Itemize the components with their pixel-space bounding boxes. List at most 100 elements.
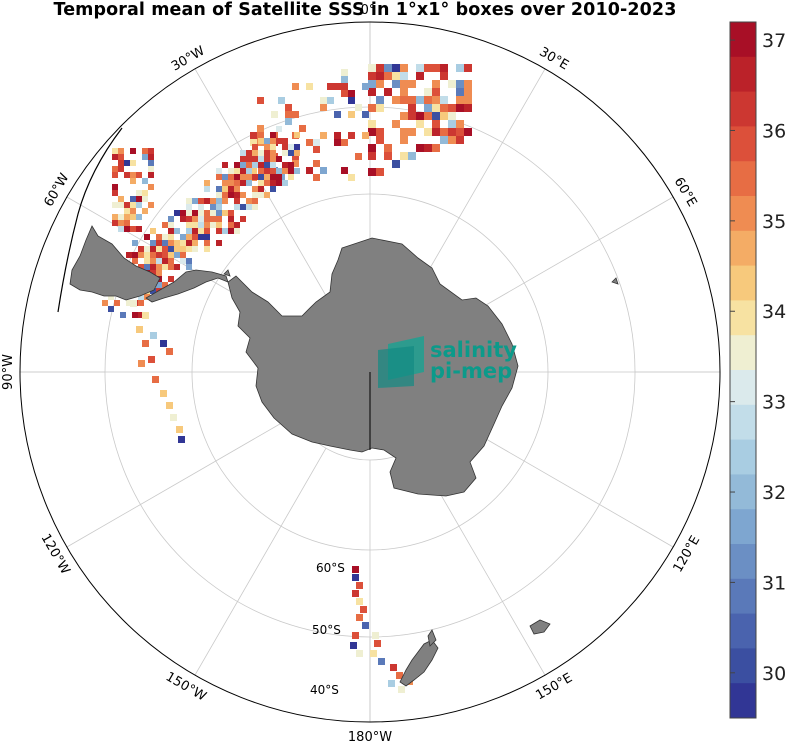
sss-cell (156, 282, 162, 288)
sss-cell (138, 252, 144, 258)
sss-cell (252, 186, 258, 192)
sss-cell (258, 162, 264, 168)
sss-cell (192, 216, 198, 222)
sss-cell (118, 226, 124, 232)
logo-text-line2: pi-mep (430, 359, 512, 383)
colorbar-segment (730, 613, 756, 649)
sss-cell (368, 80, 376, 88)
antarctica (227, 237, 519, 497)
sss-cell (384, 144, 392, 152)
sss-cell (432, 88, 440, 96)
sss-cell (424, 112, 432, 120)
sss-cell (204, 180, 210, 186)
sss-cell (392, 160, 400, 168)
sss-cell (456, 136, 464, 144)
sss-cell (168, 234, 174, 240)
colorbar-segment (730, 230, 756, 267)
sss-cell (198, 204, 204, 210)
sss-cell (334, 111, 341, 118)
sss-cell (360, 606, 367, 613)
sss-cell (168, 240, 174, 246)
sss-cell (288, 168, 294, 174)
sss-cell (192, 228, 198, 234)
sss-cell (440, 136, 448, 144)
sss-cell (174, 264, 180, 270)
sss-cell (348, 174, 355, 181)
sss-cell (126, 300, 132, 306)
sss-cell (250, 132, 257, 139)
sss-cell (162, 246, 168, 252)
lon-label-60w: 60°W (41, 171, 72, 210)
sss-cell (384, 88, 392, 96)
sss-cell (240, 156, 246, 162)
sss-cell (204, 240, 210, 246)
sss-cell (282, 138, 288, 144)
sss-cell (270, 132, 276, 138)
sss-cell (228, 174, 234, 180)
sss-cell (168, 276, 174, 282)
colorbar-segment (730, 161, 756, 197)
colorbar-segment (730, 265, 756, 301)
sss-cell (210, 216, 216, 222)
sss-cell (130, 300, 137, 307)
sss-cell (192, 240, 198, 246)
sss-cell (102, 300, 108, 306)
sss-cell (400, 96, 408, 104)
sss-cell (355, 153, 362, 160)
sss-cell (313, 146, 320, 153)
sss-cell (246, 204, 252, 210)
salinity-pi-mep-logo: salinity pi-mep (378, 336, 517, 388)
sss-cell (228, 186, 234, 192)
sss-cell (246, 162, 252, 168)
sss-cell (320, 104, 327, 111)
sss-cell (252, 156, 258, 162)
sss-cell (352, 632, 359, 639)
sss-cell (432, 120, 440, 128)
sss-cell (448, 136, 456, 144)
sss-cell (150, 258, 156, 264)
sss-cell (456, 128, 464, 136)
sss-cell (168, 216, 174, 222)
sss-cell (334, 83, 341, 90)
sss-cell (294, 150, 300, 156)
sss-cell (138, 264, 144, 270)
sss-cell (132, 312, 138, 318)
sss-cell (156, 234, 162, 240)
sss-cell (150, 270, 156, 276)
sss-cell (216, 240, 222, 246)
sss-cell (270, 138, 276, 144)
colorbar-tick-label: 34 (762, 301, 786, 323)
sss-cell (252, 174, 258, 180)
sss-cell (228, 168, 234, 174)
sss-cell (136, 190, 142, 196)
sss-cell (168, 258, 174, 264)
sss-cell (264, 180, 270, 186)
sss-cell (198, 198, 204, 204)
sss-cell (168, 246, 174, 252)
sss-cell (108, 294, 114, 300)
sss-cell (138, 360, 145, 367)
sss-cell (320, 132, 327, 139)
sss-cell (186, 222, 192, 228)
sss-cell (292, 153, 299, 160)
sss-cell (424, 128, 432, 136)
sss-cell (150, 264, 156, 270)
sss-cell (162, 258, 168, 264)
sss-cell (144, 252, 150, 258)
sss-cell (278, 97, 285, 104)
sss-cell (424, 96, 432, 104)
sss-cell (174, 240, 180, 246)
sss-cell (400, 64, 408, 72)
sss-cell (264, 174, 270, 180)
sss-cell (384, 152, 392, 160)
sss-cell (126, 252, 132, 258)
sss-cell (234, 174, 240, 180)
colorbar-segment (730, 300, 756, 336)
sss-cell (124, 208, 130, 214)
sss-cell (192, 210, 198, 216)
sss-cell (440, 112, 448, 120)
sss-cell (440, 128, 448, 136)
sss-cell (168, 228, 174, 234)
sss-cell (138, 294, 144, 300)
sss-cell (174, 210, 180, 216)
